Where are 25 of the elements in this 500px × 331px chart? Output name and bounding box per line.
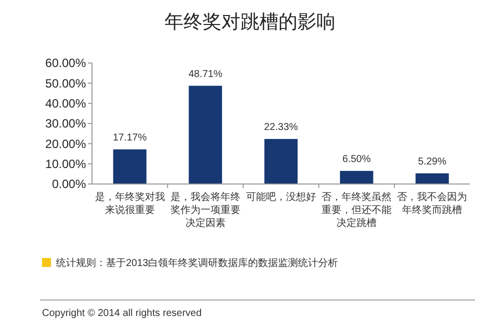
- x-tick-label: 可能吧，没想好: [246, 191, 316, 203]
- data-label: 48.71%: [188, 68, 222, 80]
- x-tick-label: 否，我不会因为年终奖而跳槽: [397, 191, 468, 216]
- x-tick-label: 是，我会将年终奖作为一项重要决定因素: [170, 191, 240, 229]
- chart-title: 年终奖对跳槽的影响: [164, 12, 336, 33]
- bar: [113, 149, 146, 184]
- data-label: 5.29%: [418, 156, 446, 168]
- bar: [188, 86, 222, 184]
- y-tick-label: 40.00%: [45, 96, 86, 111]
- y-tick-label: 20.00%: [45, 136, 86, 151]
- y-tick-label: 50.00%: [45, 76, 86, 90]
- text: 统计规则：基于2013白领年终奖调研数据库的数据监测统计分析: [56, 257, 338, 269]
- y-tick-label: 10.00%: [45, 157, 86, 172]
- y-tick-label: 0.00%: [52, 177, 86, 192]
- x-tick-label: 否，年终奖虽然重要，但还不能决定跳槽: [322, 191, 392, 229]
- bar: [264, 138, 298, 184]
- data-label: 6.50%: [342, 154, 371, 165]
- bar: [340, 170, 374, 184]
- bar: [416, 173, 449, 184]
- y-tick-label: 60.00%: [45, 56, 86, 70]
- text: Copyright © 2014 all rights reserved: [42, 308, 202, 319]
- x-tick-label: 是，年终奖对我来说很重要: [94, 191, 165, 216]
- data-label: 22.33%: [264, 122, 298, 133]
- y-tick-label: 30.00%: [45, 116, 86, 131]
- data-label: 17.17%: [112, 132, 147, 144]
